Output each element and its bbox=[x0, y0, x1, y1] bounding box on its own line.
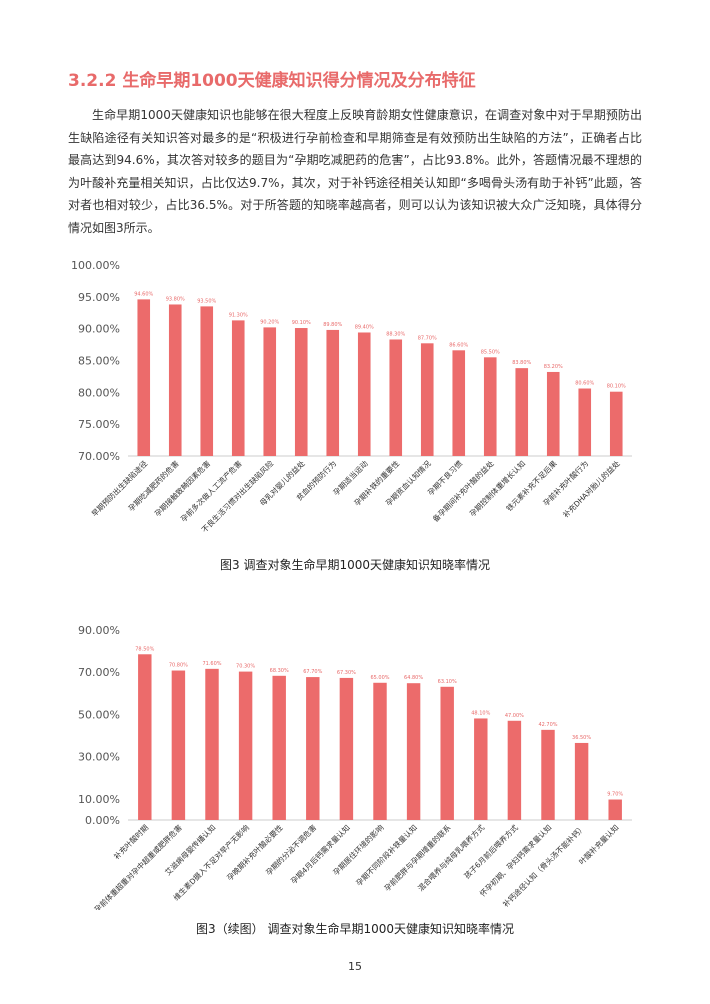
bar bbox=[171, 670, 186, 820]
bar-value-label: 64.80% bbox=[404, 675, 423, 681]
body-paragraph: 生命早期1000天健康知识也能够在很大程度上反映育龄期女性健康意识，在调查对象中… bbox=[68, 108, 642, 235]
y-tick-label: 90.00% bbox=[78, 323, 120, 336]
bar bbox=[205, 668, 219, 820]
bar bbox=[294, 328, 308, 456]
bar-value-label: 90.10% bbox=[292, 320, 311, 326]
y-tick-label: 0.00% bbox=[85, 814, 120, 827]
category-label: 孕前多次做人工流产危害 bbox=[178, 458, 244, 524]
category-label: 铁元素补充不足后果 bbox=[504, 458, 559, 513]
bar-value-label: 85.50% bbox=[481, 349, 500, 355]
chart-2: 0.00% 10.00% 30.00% 50.00% 70.00% 90.00% 78.50… bbox=[0, 610, 710, 910]
bar bbox=[420, 343, 434, 456]
bar bbox=[515, 368, 529, 456]
category-label: 孕期不同阶段补铁量认知 bbox=[354, 822, 419, 887]
bar bbox=[389, 339, 403, 456]
y-tick-label: 75.00% bbox=[78, 418, 120, 431]
bar bbox=[541, 729, 555, 820]
bar bbox=[546, 371, 560, 456]
bar-value-label: 42.70% bbox=[538, 722, 557, 728]
bar bbox=[440, 686, 454, 820]
bar bbox=[200, 306, 214, 456]
bar bbox=[137, 299, 151, 456]
bar bbox=[373, 682, 387, 820]
bar bbox=[138, 654, 152, 820]
bar bbox=[474, 718, 488, 820]
chart-1-svg: 70.00% 75.00% 80.00% 85.00% 90.00% 95.00% 100.… bbox=[71, 259, 632, 534]
bar-value-label: 89.80% bbox=[323, 322, 342, 328]
y-tick-label: 70.00% bbox=[78, 450, 120, 463]
category-label: 孕期吃减肥药的危害 bbox=[126, 458, 181, 513]
bar-value-label: 89.40% bbox=[355, 324, 374, 330]
chart-1: 70.00% 75.00% 80.00% 85.00% 90.00% 95.00% 100.… bbox=[0, 250, 710, 550]
bar bbox=[357, 332, 371, 456]
category-label: 孩子6月前后喂养方式 bbox=[462, 822, 521, 881]
bar bbox=[272, 675, 286, 820]
bar-value-label: 48.10% bbox=[471, 710, 490, 716]
bar bbox=[578, 388, 592, 456]
bar-value-label: 88.30% bbox=[386, 331, 405, 337]
chart-1-caption: 图3 调查对象生命早期1000天健康知识知晓率情况 bbox=[220, 558, 490, 572]
y-tick-label: 90.00% bbox=[78, 624, 120, 637]
bar bbox=[238, 671, 253, 820]
page-number: 15 bbox=[348, 960, 362, 973]
chart-2-caption: 图3（续图） 调查对象生命早期1000天健康知识知晓率情况 bbox=[196, 922, 514, 936]
y-tick-label: 70.00% bbox=[78, 666, 120, 679]
bar bbox=[452, 350, 466, 456]
chart-2-svg: 0.00% 10.00% 30.00% 50.00% 70.00% 90.00% 78.50… bbox=[78, 624, 632, 910]
bar-value-label: 36.50% bbox=[572, 735, 591, 741]
bar-value-label: 70.30% bbox=[236, 664, 255, 670]
bar bbox=[483, 357, 497, 456]
bar bbox=[168, 304, 182, 456]
bar-value-label: 65.00% bbox=[370, 675, 389, 681]
category-label: 补充DHA对胎儿的益处 bbox=[560, 458, 622, 520]
y-tick-label: 95.00% bbox=[78, 291, 120, 304]
bar-value-label: 67.30% bbox=[337, 670, 356, 676]
bar-value-label: 90.20% bbox=[260, 319, 279, 325]
bar-value-label: 87.70% bbox=[418, 335, 437, 341]
bar-value-label: 9.70% bbox=[607, 792, 623, 798]
bar-value-label: 71.60% bbox=[202, 661, 221, 667]
bar-value-label: 67.70% bbox=[303, 669, 322, 675]
bar-value-label: 83.20% bbox=[544, 364, 563, 370]
bar bbox=[326, 329, 340, 456]
bar-value-label: 93.80% bbox=[166, 296, 185, 302]
bar bbox=[339, 677, 354, 820]
y-tick-label: 100.00% bbox=[71, 259, 120, 272]
bar bbox=[231, 320, 245, 456]
y-tick-label: 50.00% bbox=[78, 708, 120, 721]
category-label: 孕期4月后钙需求量认知 bbox=[288, 822, 351, 885]
bar bbox=[574, 742, 589, 820]
category-label: 孕期控制体重增长认知 bbox=[467, 458, 527, 518]
bar bbox=[608, 799, 622, 820]
bar bbox=[263, 327, 277, 456]
bar bbox=[306, 677, 320, 820]
bar bbox=[609, 391, 623, 456]
category-label: 早期预防出生缺陷途径 bbox=[89, 458, 149, 518]
category-label: 备孕期间补充叶酸的益处 bbox=[430, 458, 496, 524]
bar-value-label: 70.80% bbox=[169, 663, 188, 669]
section-heading: 3.2.2 生命早期1000天健康知识得分情况及分布特征 bbox=[68, 71, 476, 91]
bar-value-label: 94.60% bbox=[134, 291, 153, 297]
y-tick-label: 80.00% bbox=[78, 386, 120, 399]
y-tick-label: 30.00% bbox=[78, 751, 120, 764]
bar-value-label: 93.50% bbox=[197, 298, 216, 304]
bar-value-label: 78.50% bbox=[135, 646, 154, 652]
bar bbox=[406, 683, 421, 820]
bar-value-label: 86.60% bbox=[449, 342, 468, 348]
bar-value-label: 63.10% bbox=[438, 679, 457, 685]
bar-value-label: 91.30% bbox=[229, 312, 248, 318]
bar-value-label: 68.30% bbox=[270, 668, 289, 674]
category-label: 孕前肥胖与孕期增重的联系 bbox=[382, 822, 453, 893]
bar-value-label: 83.80% bbox=[512, 360, 531, 366]
y-tick-label: 10.00% bbox=[78, 793, 120, 806]
category-label: 孕晚期补充叶酸必要性 bbox=[225, 822, 285, 882]
bar bbox=[507, 720, 522, 820]
category-label: 孕期接触致畸因素危害 bbox=[152, 458, 212, 518]
bar-value-label: 80.60% bbox=[575, 381, 594, 387]
y-tick-label: 85.00% bbox=[78, 355, 120, 368]
category-label: 混合喂养与纯母乳喂养方式 bbox=[416, 822, 487, 893]
bar-value-label: 47.00% bbox=[505, 713, 524, 719]
bar-value-label: 80.10% bbox=[607, 384, 626, 390]
